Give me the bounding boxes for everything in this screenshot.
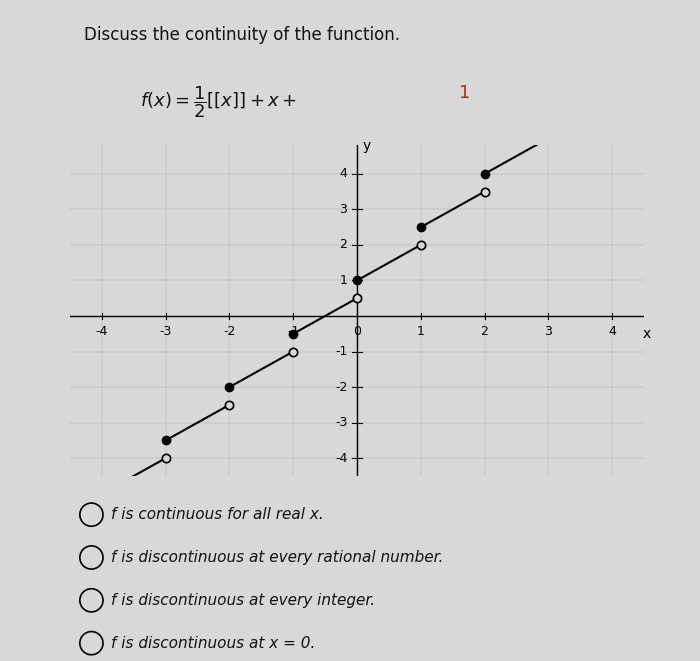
Text: $1$: $1$: [458, 85, 470, 102]
Text: -4: -4: [96, 325, 108, 338]
Text: -2: -2: [335, 381, 347, 393]
Text: f is continuous for all real x.: f is continuous for all real x.: [111, 507, 323, 522]
Text: Discuss the continuity of the function.: Discuss the continuity of the function.: [84, 26, 400, 44]
Text: 3: 3: [340, 203, 347, 216]
Text: 0: 0: [353, 325, 361, 338]
Text: -2: -2: [223, 325, 236, 338]
Text: 4: 4: [340, 167, 347, 180]
Text: 4: 4: [608, 325, 616, 338]
Text: 1: 1: [340, 274, 347, 287]
Text: -1: -1: [287, 325, 300, 338]
Text: 1: 1: [416, 325, 425, 338]
Text: $f(x) = \dfrac{1}{2}[[x]] + x + $: $f(x) = \dfrac{1}{2}[[x]] + x + $: [140, 85, 297, 120]
Text: -1: -1: [335, 345, 347, 358]
Text: 2: 2: [481, 325, 489, 338]
Text: 3: 3: [545, 325, 552, 338]
Text: -3: -3: [160, 325, 172, 338]
Text: -3: -3: [335, 416, 347, 429]
Text: f is discontinuous at x = 0.: f is discontinuous at x = 0.: [111, 636, 315, 650]
Text: 2: 2: [340, 239, 347, 251]
Text: f is discontinuous at every rational number.: f is discontinuous at every rational num…: [111, 550, 443, 565]
Text: -4: -4: [335, 451, 347, 465]
Text: y: y: [363, 139, 371, 153]
Text: x: x: [642, 327, 650, 340]
Text: f is discontinuous at every integer.: f is discontinuous at every integer.: [111, 593, 375, 608]
